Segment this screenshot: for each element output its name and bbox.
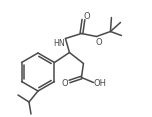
- Text: HN: HN: [54, 39, 65, 48]
- Text: O: O: [61, 79, 68, 88]
- Text: OH: OH: [94, 79, 107, 88]
- Text: O: O: [83, 12, 90, 21]
- Text: O: O: [95, 38, 102, 47]
